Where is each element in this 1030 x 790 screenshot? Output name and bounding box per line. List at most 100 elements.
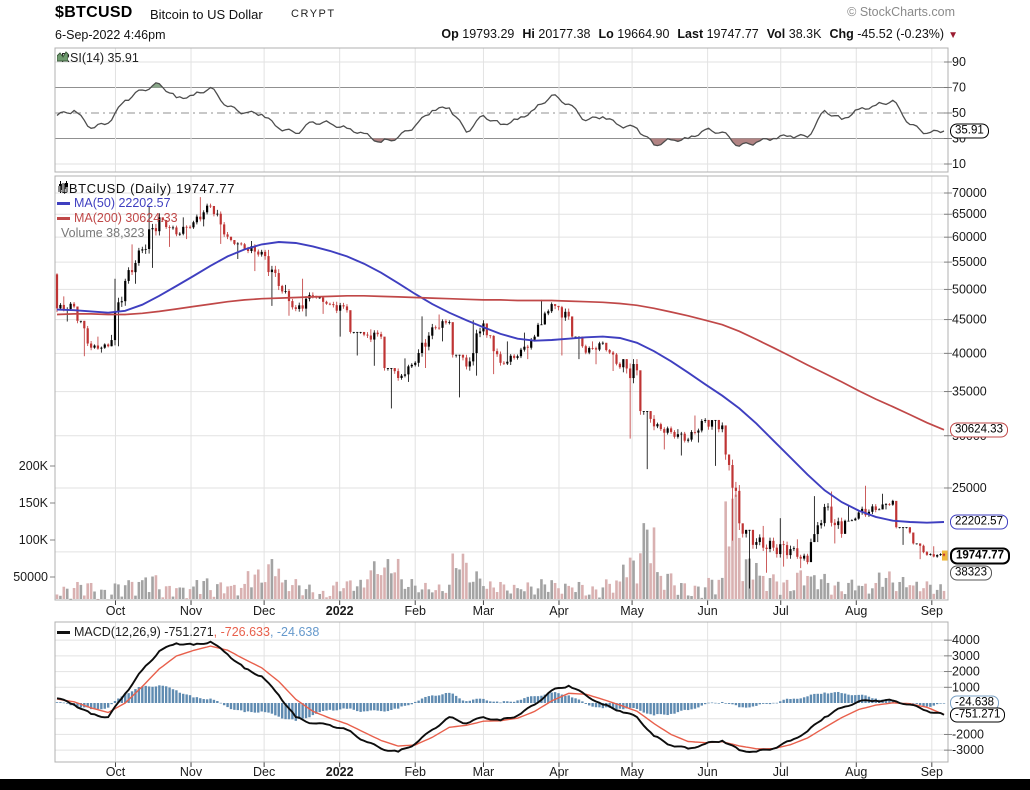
month-label: Jul [773,604,789,618]
rsi-line [56,82,945,147]
month-label: Oct [106,765,126,779]
ma200-line-icon [57,217,70,220]
last-value: 19747.77 [706,27,759,41]
rsi-legend-label: RSI(14) 35.91 [61,51,139,65]
month-label: Apr [549,765,568,779]
price-axis-label: 65000 [952,207,987,221]
volume-legend-label: Volume 38,323 [61,226,145,240]
macd-histogram-value: , -24.638 [269,625,320,639]
macd-panel [55,640,946,753]
rsi-value-badge: 35.91 [950,123,989,139]
month-label: Nov [180,765,203,779]
month-label: May [620,604,644,618]
price-axis-label: 60000 [952,230,987,244]
change-value: -45.52 (-0.23%) [857,27,945,41]
volume-bars [55,494,946,600]
month-label: Oct [106,604,126,618]
price-axis-label: 70000 [952,186,987,200]
ma50-line-icon [57,202,70,205]
macd-axis-label: 4000 [952,633,980,647]
moving-averages [56,241,945,524]
quote-datetime: 6-Sep-2022 4:46pm [55,28,166,42]
change-label: Chg [829,27,854,41]
price-axis-label: 55000 [952,255,987,269]
month-label: May [620,765,644,779]
volume-value-badge: 38323 [950,565,992,581]
exchange-label: CRYPT [291,8,336,20]
macd-legend: MACD(12,26,9) -751.271 , -726.633 , -24.… [57,625,319,640]
macd-axis-label: 1000 [952,680,980,694]
high-label: Hi [522,27,535,41]
rsi-axis-label: 10 [952,157,966,171]
price-value-badge: 30624.33 [950,422,1008,438]
month-label: Jun [698,765,718,779]
open-label: Op [441,27,459,41]
ma200-line [56,294,945,431]
high-value: 20177.38 [538,27,591,41]
macd-line-icon [57,631,70,634]
price-candles [55,197,946,589]
month-label: Mar [473,604,495,618]
low-label: Lo [598,27,614,41]
macd-value-badge: -751.271 [950,707,1006,723]
volume-value: 38.3K [788,27,822,41]
rsi-overbought-fill [55,82,948,88]
macd-signal-value: , -726.633 [213,625,270,639]
macd-legend-label: MACD(12,26,9) -751.271 [74,625,214,639]
month-label: Nov [180,604,203,618]
axes: 9070503010700006500060000550005000045000… [13,47,987,763]
ma50-legend-label: MA(50) 22202.57 [74,196,171,210]
volume-axis-label: 100K [19,533,49,547]
rsi-axis-label: 90 [952,55,966,69]
month-label: Dec [253,765,275,779]
stockcharts-credit: © StockCharts.com [847,5,955,19]
month-label: Sep [921,765,943,779]
open-value: 19793.29 [462,27,515,41]
ohlc-quote-row: Op 19793.29 Hi 20177.38 Lo 19664.90 Last 19… [433,27,958,41]
volume-axis-label: 150K [19,496,49,510]
price-legend-title: $BTCUSD (Daily) 19747.77 [61,181,236,196]
price-legend: $BTCUSD (Daily) 19747.77 MA(50) 22202.57… [57,181,235,241]
macd-axis-label: -3000 [952,743,984,757]
month-label: Apr [549,604,568,618]
month-label: Feb [404,765,426,779]
volume-axis-label: 50000 [13,570,48,584]
month-label: Jul [773,765,789,779]
price-axis-label: 50000 [952,282,987,296]
volume-label: Vol [766,27,786,41]
ticker-symbol: $BTCUSD [55,4,133,21]
price-axis-label: 35000 [952,385,987,399]
month-label: 2022 [326,604,354,618]
month-axis: Oct Oct Nov Nov Dec Dec 2022 2022 Feb Feb Mar Mar Ap… [106,48,943,779]
macd-line [56,640,945,753]
month-label: Dec [253,604,275,618]
gridlines [55,61,948,751]
ma50-line [56,241,945,524]
macd-value-badge: -24.638 [950,695,1000,711]
change-down-triangle-icon: ▼ [948,30,958,41]
volume-axis-label: 200K [19,459,49,473]
month-label: Mar [473,765,495,779]
macd-axis-label: 3000 [952,649,980,663]
month-label: Sep [921,604,943,618]
price-value-badge: 22202.57 [950,514,1008,530]
last-label: Last [677,27,704,41]
rsi-oversold-fill [55,138,948,147]
price-axis-label: 45000 [952,313,987,327]
macd-axis-label: 2000 [952,665,980,679]
month-label: Feb [404,604,426,618]
ma200-legend-label: MA(200) 30624.33 [74,211,178,225]
bottom-bar [0,779,1030,790]
rsi-legend: RSI(14) 35.91 [57,51,139,66]
macd-axis-label: -2000 [952,727,984,741]
price-axis-label: 40000 [952,346,987,360]
price-value-badge: 19747.77 [950,547,1010,565]
low-value: 19664.90 [617,27,670,41]
rsi-axis-label: 70 [952,81,966,95]
month-label: 2022 [326,765,354,779]
instrument-name: Bitcoin to US Dollar [150,7,263,22]
rsi-panel [55,82,948,147]
price-axis-label: 25000 [952,481,987,495]
